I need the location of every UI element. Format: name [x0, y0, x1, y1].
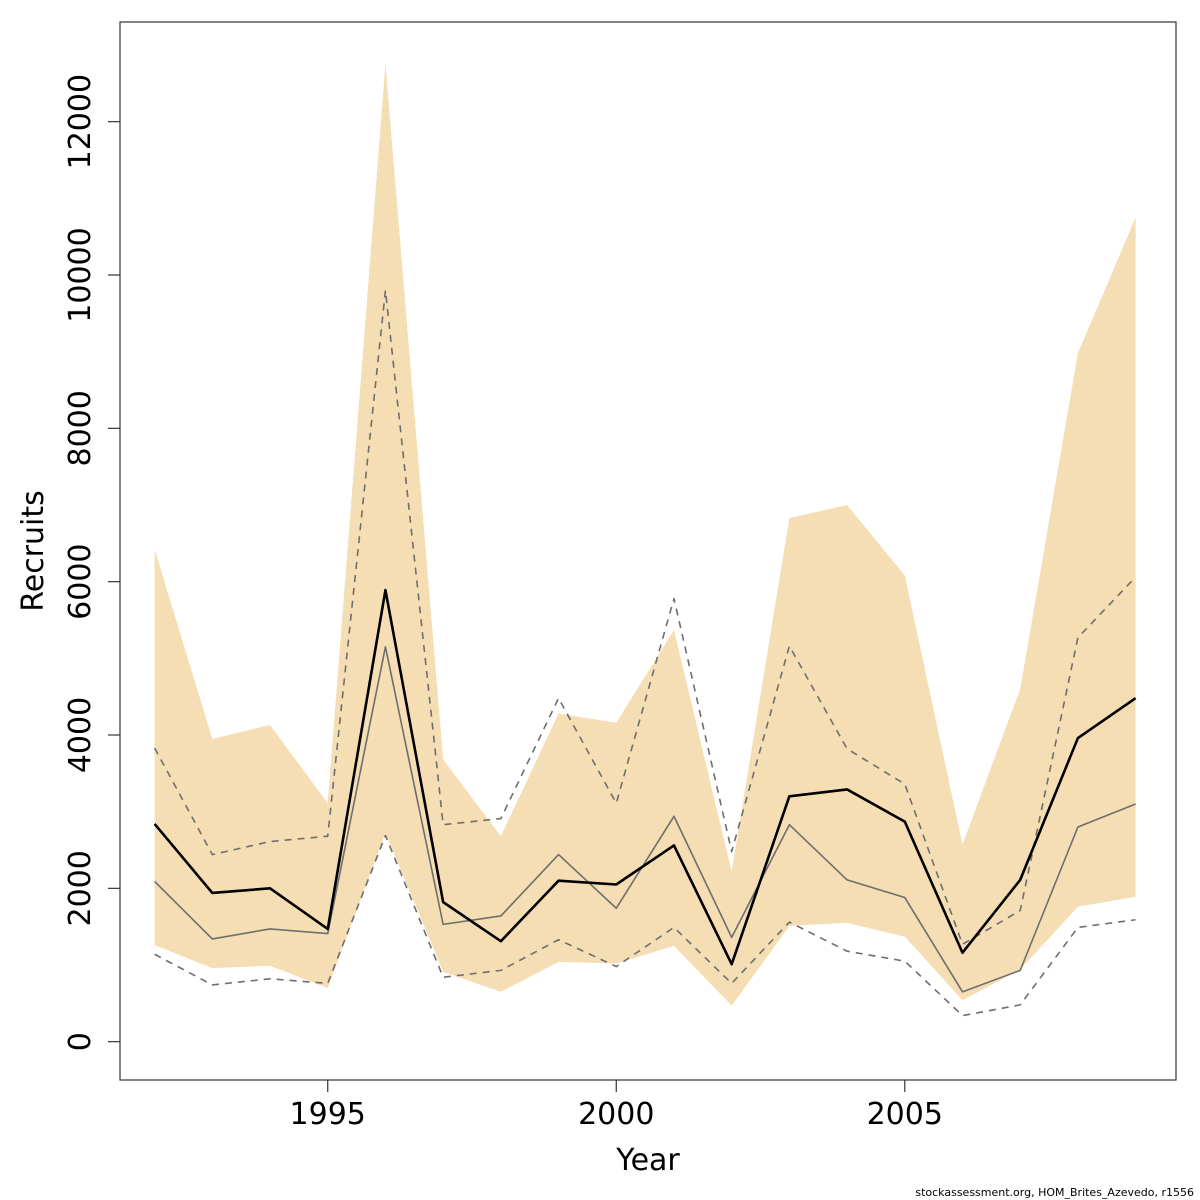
y-tick-label: 0 — [63, 1032, 98, 1051]
series-thin-line — [154, 646, 1136, 993]
y-axis-title: Recruits — [16, 490, 51, 612]
plot-frame — [119, 21, 1177, 1081]
y-tick-label: 10000 — [63, 227, 98, 322]
x-tick-label: 1995 — [290, 1097, 366, 1132]
y-tick-label: 2000 — [63, 850, 98, 926]
y-tick-label: 8000 — [63, 390, 98, 466]
y-tick-label: 4000 — [63, 697, 98, 773]
y-tick-label: 6000 — [63, 543, 98, 619]
x-tick-label: 2000 — [578, 1097, 654, 1132]
y-tick-label: 12000 — [63, 74, 98, 169]
footer-credit: stockassessment.org, HOM_Brites_Azevedo,… — [915, 1186, 1194, 1199]
series-lines-layer — [153, 289, 1137, 1017]
series-lower-dashed-line — [154, 834, 1136, 1017]
x-axis-title: Year — [615, 1143, 680, 1178]
series-main-line — [153, 588, 1137, 966]
y-axis: 0 2000 4000 6000 8000 10000 12000 — [63, 74, 120, 1051]
series-upper-dashed-line — [153, 289, 1137, 946]
x-tick-label: 2005 — [867, 1097, 943, 1132]
confidence-band-layer — [154, 64, 1136, 1006]
x-axis: 1995 2000 2005 — [290, 1080, 943, 1132]
confidence-band — [154, 64, 1136, 1006]
